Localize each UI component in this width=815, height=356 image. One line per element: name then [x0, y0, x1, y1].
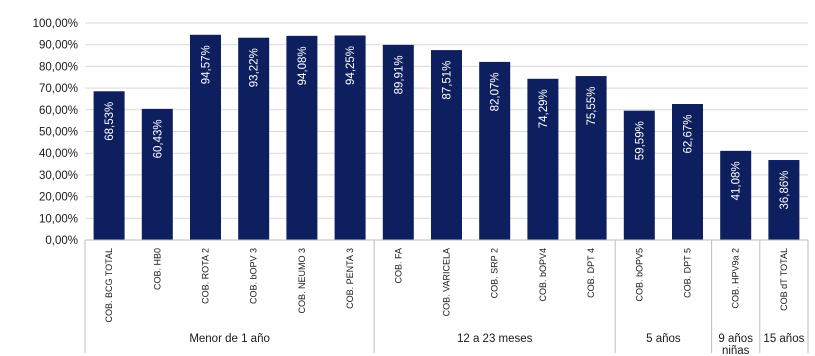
data-label: 59,59%: [634, 121, 646, 160]
group-label: Menor de 1 año: [189, 333, 270, 345]
y-tick-label: 80,00%: [39, 61, 78, 73]
bar: [190, 34, 221, 241]
y-tick-label: 100,00%: [33, 18, 78, 30]
category-label: COB. bOPV 3: [249, 248, 259, 304]
category-label: COB. ROTA 2: [201, 248, 211, 304]
category-label: COB. FA: [393, 248, 403, 284]
bar: [238, 37, 270, 240]
category-label: COB. PENTA 3: [345, 248, 355, 309]
data-label: 94,08%: [297, 46, 309, 85]
y-tick-label: 40,00%: [39, 148, 78, 160]
group-labels: Menor de 1 año 12 a 23 meses 5 años 9 años n…: [84, 240, 809, 356]
data-label: 36,86%: [779, 171, 791, 210]
group-label: 15 años: [763, 333, 804, 345]
y-tick-label: 20,00%: [39, 192, 78, 204]
y-tick-label: 0,00%: [45, 235, 78, 247]
data-label: 87,51%: [442, 61, 454, 100]
bar: [141, 108, 173, 240]
bar: [286, 35, 318, 240]
data-label: 62,67%: [683, 114, 695, 153]
group-label: 9 años niñas: [718, 333, 753, 356]
y-axis-ticks: 0,00% 10,00% 20,00% 30,00% 40,00% 50,00% 60,00…: [33, 18, 78, 247]
bar: [479, 61, 511, 241]
data-label: 89,91%: [393, 55, 405, 94]
category-label: COB. bOPV5: [634, 248, 644, 302]
category-label: COB. HB0: [152, 248, 162, 290]
group-label: 12 a 23 meses: [457, 333, 533, 345]
data-label: 68,53%: [104, 102, 116, 141]
y-tick-label: 90,00%: [39, 40, 78, 52]
category-labels: COB. BCG TOTAL COB. HB0 COB. ROTA 2 COB. bO…: [104, 248, 789, 323]
y-tick-label: 60,00%: [39, 105, 78, 117]
bar: [93, 91, 125, 240]
bar: [431, 50, 462, 240]
data-label: 60,43%: [152, 119, 164, 158]
y-tick-label: 30,00%: [39, 170, 78, 182]
data-label: 82,07%: [490, 72, 502, 111]
y-tick-label: 10,00%: [39, 213, 78, 225]
bar: [334, 35, 366, 240]
category-label: COB. BCG TOTAL: [104, 248, 114, 323]
category-label: COB. DPT 5: [683, 248, 693, 298]
category-label: COB. HPV9a 2: [731, 248, 741, 309]
bar: [672, 104, 703, 240]
bar: [623, 110, 655, 240]
bar: [527, 78, 559, 240]
data-label: 41,08%: [731, 161, 743, 200]
data-label: 94,25%: [345, 46, 357, 85]
bars: [93, 34, 800, 241]
bar: [720, 150, 752, 240]
y-tick-label: 50,00%: [39, 127, 78, 139]
data-label: 94,57%: [201, 45, 213, 84]
category-label: COB. DPT 4: [586, 248, 596, 298]
y-tick-label: 70,00%: [39, 83, 78, 95]
data-label: 93,22%: [249, 48, 261, 87]
category-label: COB. NEUMO 3: [297, 248, 307, 314]
category-label: COB. SRP 2: [490, 248, 500, 298]
bar: [768, 160, 800, 240]
bar: [382, 44, 414, 241]
category-label: COB. bOPV4: [538, 248, 548, 302]
category-label: COB. VARICELA: [442, 248, 452, 316]
bar: [575, 76, 607, 240]
data-labels: 68,53% 60,43% 94,57% 93,22% 94,08% 94,25% 89,9…: [104, 45, 791, 209]
data-label: 74,29%: [538, 89, 550, 128]
group-label: 5 años: [646, 333, 681, 345]
category-label: COB dT TOTAL: [779, 248, 789, 311]
data-label: 75,55%: [586, 87, 598, 126]
